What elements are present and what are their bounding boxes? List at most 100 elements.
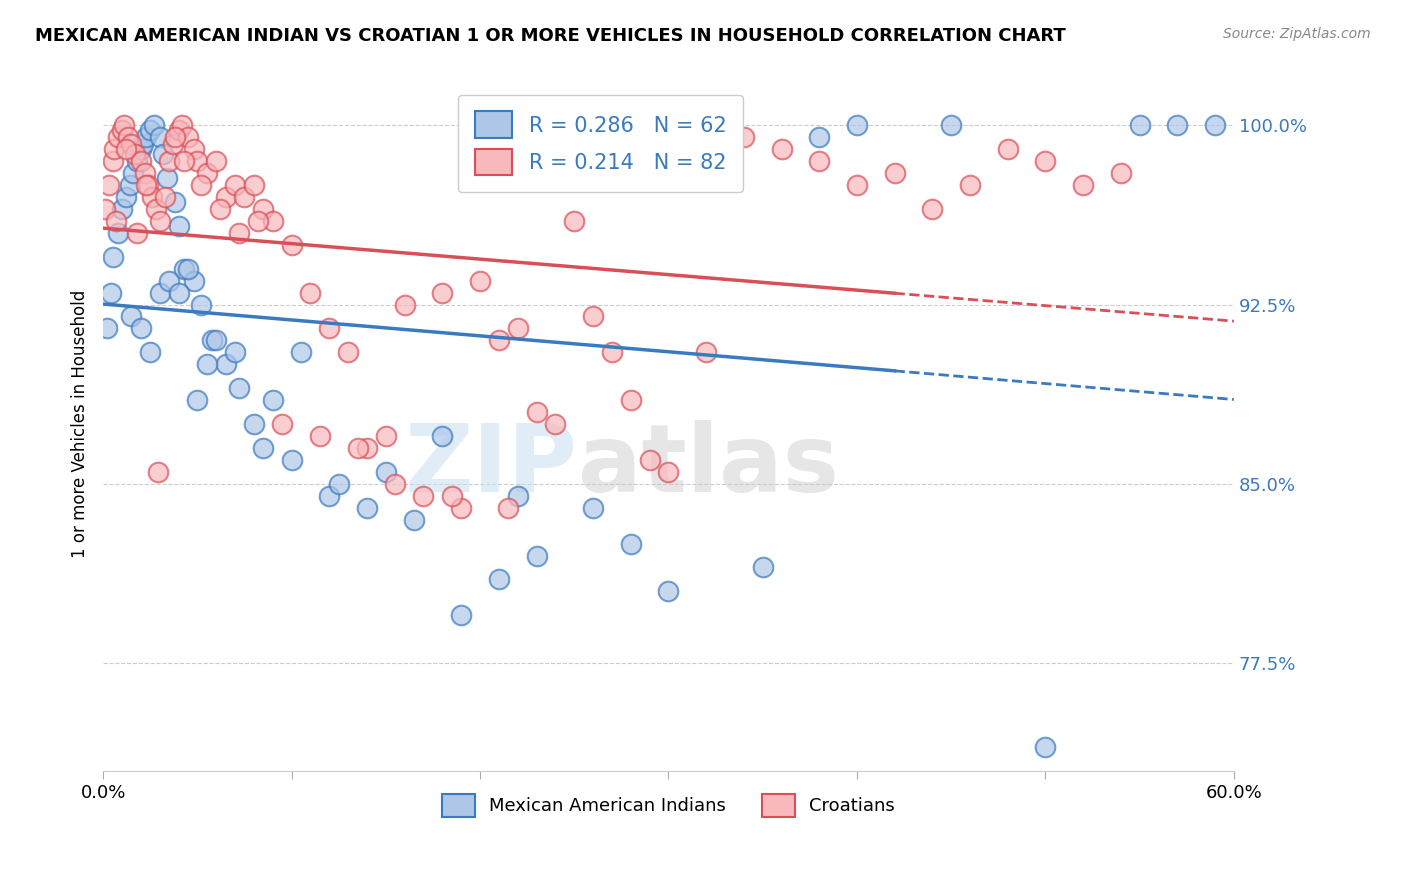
Point xyxy=(167,123,190,137)
Point xyxy=(183,274,205,288)
Point xyxy=(1033,739,1056,754)
Point xyxy=(346,441,368,455)
Text: MEXICAN AMERICAN INDIAN VS CROATIAN 1 OR MORE VEHICLES IN HOUSEHOLD CORRELATION : MEXICAN AMERICAN INDIAN VS CROATIAN 1 OR… xyxy=(35,27,1066,45)
Point xyxy=(96,321,118,335)
Point xyxy=(125,154,148,169)
Point xyxy=(1071,178,1094,192)
Point xyxy=(243,178,266,192)
Point xyxy=(402,513,425,527)
Point xyxy=(190,178,212,192)
Point xyxy=(125,226,148,240)
Point xyxy=(173,154,195,169)
Point xyxy=(228,381,250,395)
Point xyxy=(139,123,162,137)
Point xyxy=(544,417,567,431)
Point xyxy=(145,202,167,216)
Point xyxy=(562,214,585,228)
Point xyxy=(299,285,322,300)
Point xyxy=(124,147,146,161)
Text: ZIP: ZIP xyxy=(405,419,578,512)
Point xyxy=(162,137,184,152)
Point xyxy=(208,202,231,216)
Point xyxy=(488,334,510,348)
Point xyxy=(845,178,868,192)
Point xyxy=(111,123,134,137)
Point xyxy=(214,190,236,204)
Point xyxy=(177,261,200,276)
Point xyxy=(252,202,274,216)
Point xyxy=(94,202,117,216)
Point xyxy=(356,441,378,455)
Point xyxy=(105,214,128,228)
Point xyxy=(138,178,160,192)
Point xyxy=(100,285,122,300)
Point xyxy=(318,489,340,503)
Point xyxy=(167,285,190,300)
Point xyxy=(155,190,177,204)
Point xyxy=(582,500,605,515)
Point xyxy=(103,142,125,156)
Point xyxy=(280,453,302,467)
Point xyxy=(114,190,136,204)
Point xyxy=(883,166,905,180)
Point xyxy=(201,334,224,348)
Point xyxy=(600,345,623,359)
Point xyxy=(112,118,135,132)
Point xyxy=(751,560,773,574)
Point xyxy=(262,214,284,228)
Point xyxy=(657,584,679,599)
Point xyxy=(290,345,312,359)
Point xyxy=(440,489,463,503)
Point xyxy=(243,417,266,431)
Legend: Mexican American Indians, Croatians: Mexican American Indians, Croatians xyxy=(434,787,903,824)
Point xyxy=(135,130,157,145)
Point xyxy=(131,137,153,152)
Point xyxy=(139,345,162,359)
Text: atlas: atlas xyxy=(578,419,839,512)
Point xyxy=(328,476,350,491)
Point xyxy=(939,118,962,132)
Point xyxy=(163,130,186,145)
Point xyxy=(172,118,194,132)
Point xyxy=(114,142,136,156)
Point xyxy=(526,549,548,563)
Point xyxy=(1033,154,1056,169)
Point xyxy=(308,429,330,443)
Point xyxy=(526,405,548,419)
Point xyxy=(205,154,228,169)
Point xyxy=(120,310,142,324)
Point xyxy=(224,178,246,192)
Point xyxy=(506,489,529,503)
Point xyxy=(374,429,396,443)
Point xyxy=(149,130,172,145)
Point xyxy=(959,178,981,192)
Point xyxy=(141,190,163,204)
Point xyxy=(808,154,831,169)
Point xyxy=(808,130,831,145)
Point xyxy=(228,226,250,240)
Point xyxy=(432,429,454,443)
Point xyxy=(107,130,129,145)
Point xyxy=(921,202,943,216)
Point xyxy=(280,237,302,252)
Point xyxy=(129,142,152,156)
Point xyxy=(246,214,269,228)
Point xyxy=(498,500,520,515)
Point xyxy=(620,536,643,550)
Point xyxy=(1204,118,1226,132)
Point xyxy=(97,178,120,192)
Point xyxy=(186,154,208,169)
Point xyxy=(205,334,228,348)
Text: Source: ZipAtlas.com: Source: ZipAtlas.com xyxy=(1223,27,1371,41)
Point xyxy=(1128,118,1150,132)
Point xyxy=(149,214,172,228)
Point xyxy=(695,345,717,359)
Point xyxy=(173,261,195,276)
Point xyxy=(1109,166,1132,180)
Point xyxy=(262,393,284,408)
Point xyxy=(152,147,174,161)
Point xyxy=(195,166,218,180)
Point xyxy=(997,142,1019,156)
Point xyxy=(318,321,340,335)
Point xyxy=(252,441,274,455)
